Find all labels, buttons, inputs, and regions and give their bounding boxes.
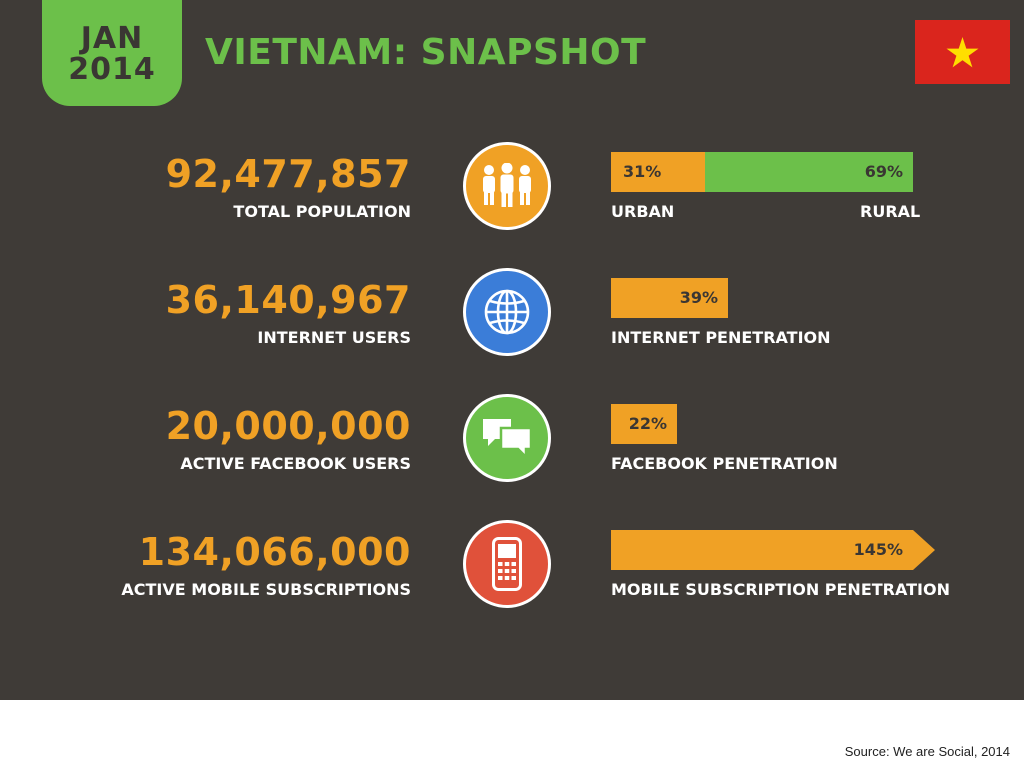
source-caption: Source: We are Social, 2014 <box>844 744 1010 759</box>
metric-label: ACTIVE MOBILE SUBSCRIPTIONS <box>121 580 411 599</box>
page-title: VIETNAM: SNAPSHOT <box>205 32 647 73</box>
mobile-penetration-label: MOBILE SUBSCRIPTION PENETRATION <box>611 580 950 599</box>
rural-bar-segment: 69% <box>705 152 913 192</box>
mobile-phone-icon <box>463 520 551 608</box>
overflow-arrow-icon <box>913 530 935 570</box>
internet-penetration-fill: 39% <box>611 278 728 318</box>
metric-label: TOTAL POPULATION <box>233 202 411 221</box>
urban-bar-segment: 31% <box>611 152 705 192</box>
metric-row-population: 92,477,857 TOTAL POPULATION <box>0 142 1024 252</box>
mobile-penetration-fill: 145% <box>611 530 913 570</box>
chat-bubbles-icon <box>463 394 551 482</box>
metric-row-mobile: 134,066,000 ACTIVE MOBILE SUBSCRIPTIONS <box>0 520 1024 630</box>
metric-value: 134,066,000 <box>138 530 411 574</box>
people-icon <box>463 142 551 230</box>
rural-label: RURAL <box>860 202 921 221</box>
urban-label: URBAN <box>611 202 675 221</box>
globe-icon <box>463 268 551 356</box>
metric-value: 20,000,000 <box>165 404 411 448</box>
metric-row-internet: 36,140,967 INTERNET USERS 39% INTERNET P… <box>0 268 1024 378</box>
metric-value: 36,140,967 <box>165 278 411 322</box>
facebook-penetration-label: FACEBOOK PENETRATION <box>611 454 838 473</box>
metric-row-facebook: 20,000,000 ACTIVE FACEBOOK USERS 22% FAC… <box>0 394 1024 504</box>
metric-label: ACTIVE FACEBOOK USERS <box>180 454 411 473</box>
date-year: 2014 <box>68 52 156 87</box>
slide-background: JAN 2014 VIETNAM: SNAPSHOT 92,477,857 TO… <box>0 0 1024 700</box>
vietnam-flag-icon <box>915 20 1010 84</box>
internet-penetration-label: INTERNET PENETRATION <box>611 328 831 347</box>
urban-rural-split-bar: 31% 69% <box>611 152 913 192</box>
metric-label: INTERNET USERS <box>257 328 411 347</box>
date-badge: JAN 2014 <box>42 0 182 106</box>
facebook-penetration-fill: 22% <box>611 404 677 444</box>
metric-value: 92,477,857 <box>165 152 411 196</box>
date-month: JAN <box>80 21 144 56</box>
